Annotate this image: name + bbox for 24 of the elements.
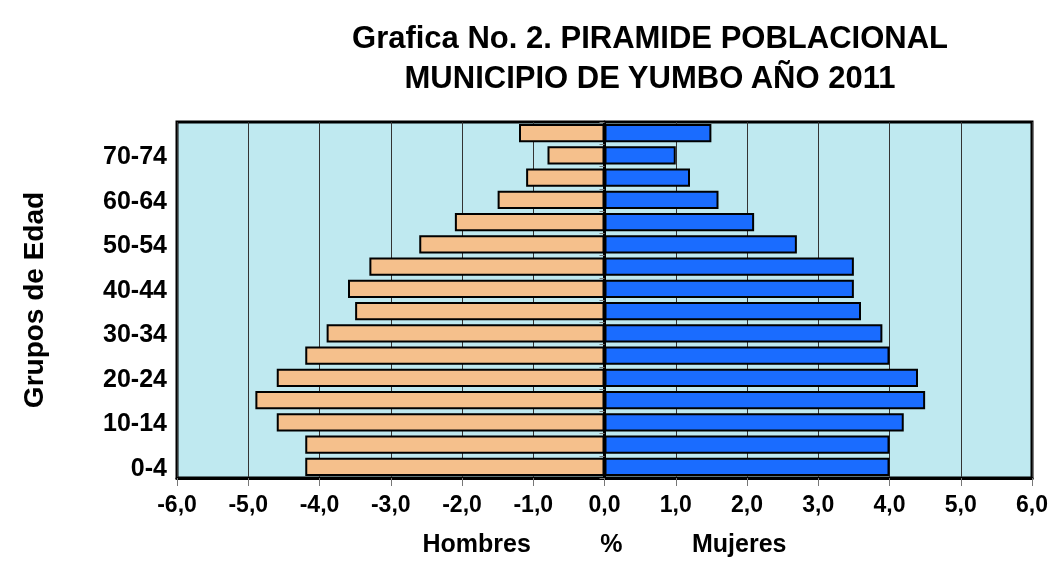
x-tick-label: 1,0 (659, 490, 692, 517)
y-tick-label: 60-64 (103, 185, 168, 214)
y-tick-label: 20-24 (103, 363, 168, 392)
x-tick-label: -1,0 (513, 490, 554, 517)
chart-title: Grafica No. 2. PIRAMIDE POBLACIONAL MUNICIPIO DE YUMBO AÑO 2011 (352, 19, 948, 95)
x-tick-label: -4,0 (299, 490, 340, 517)
x-tick-label: -5,0 (228, 490, 269, 517)
y-tick-label: 30-34 (103, 319, 168, 348)
y-tick-label: 50-54 (103, 230, 168, 259)
y-axis-title: Grupos de Edad (17, 191, 49, 409)
x-tick-label: -6,0 (157, 490, 197, 517)
x-tick-label: 5,0 (944, 490, 977, 517)
x-tick-label: 6,0 (1016, 490, 1048, 517)
y-tick-label: 40-44 (103, 274, 168, 303)
x-tick-label: 3,0 (802, 490, 835, 517)
x-tick-label: 2,0 (731, 490, 763, 517)
x-tick-label: -2,0 (442, 490, 482, 517)
y-tick-label: 70-74 (103, 141, 168, 170)
x-tick-label: -3,0 (370, 490, 411, 517)
x-axis-title: Hombres % Mujeres (422, 528, 787, 557)
y-tick-label: 0-4 (130, 452, 168, 481)
y-tick-label: 10-14 (103, 408, 168, 437)
x-tick-label: 0,0 (588, 490, 621, 517)
x-tick-label: 4,0 (873, 490, 906, 517)
